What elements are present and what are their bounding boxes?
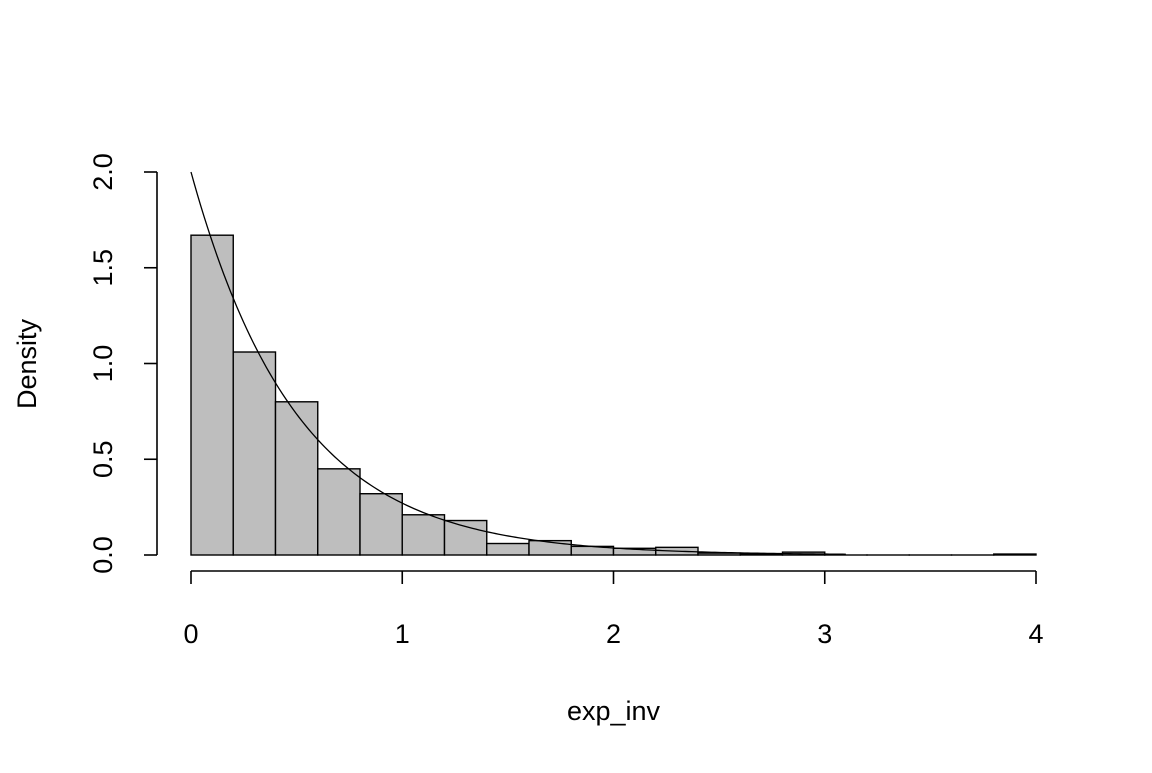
x-tick-label: 3 [817, 619, 832, 649]
bars-layer [191, 235, 1036, 555]
y-tick-label: 1.0 [88, 345, 118, 383]
x-tick-label: 0 [183, 619, 198, 649]
histogram-bar [740, 554, 782, 555]
y-tick-label: 0.0 [88, 536, 118, 574]
histogram-bar [318, 469, 360, 555]
y-axis-label: Density [12, 318, 42, 409]
histogram-bar [233, 352, 275, 555]
histogram-bar [360, 494, 402, 555]
x-axis: 0 1 2 3 4 [183, 571, 1043, 649]
y-tick-label: 1.5 [88, 249, 118, 287]
x-tick-label: 1 [395, 619, 410, 649]
histogram-bar [445, 521, 487, 555]
histogram-bar [487, 544, 529, 555]
x-axis-label: exp_inv [567, 696, 661, 726]
x-tick-label: 4 [1028, 619, 1043, 649]
histogram-bar [402, 515, 444, 555]
x-tick-label: 2 [606, 619, 621, 649]
y-axis: 0.0 0.5 1.0 1.5 2.0 [88, 153, 157, 574]
y-tick-label: 0.5 [88, 440, 118, 478]
histogram-bar [994, 554, 1036, 555]
histogram-bar [276, 402, 318, 555]
y-tick-label: 2.0 [88, 153, 118, 191]
